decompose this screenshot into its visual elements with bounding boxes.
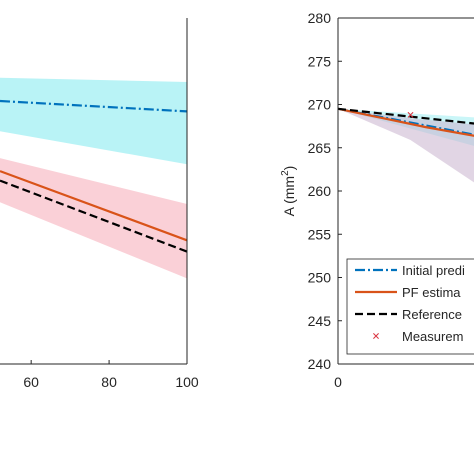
right-y-tick-label: 265 — [308, 140, 332, 156]
right-y-tick-label: 240 — [308, 356, 332, 372]
right-x-tick-label: 0 — [334, 374, 342, 390]
right-y-axis-label-end: ) — [281, 166, 297, 171]
right-y-tick-label: 255 — [308, 226, 332, 242]
right-pf-line — [338, 107, 474, 137]
right-y-tick-label: 280 — [308, 10, 332, 26]
left-reference-line — [0, 179, 187, 253]
legend-reference-label: Reference — [402, 307, 462, 322]
right-y-ticks: 240 245 250 255 260 265 270 275 280 — [308, 10, 342, 372]
left-initial-band — [0, 77, 187, 165]
right-y-axis-label: A (mm2) — [280, 166, 297, 217]
left-plot-area — [0, 77, 187, 279]
right-plot-area — [338, 107, 474, 183]
left-x-tick-label: 60 — [23, 374, 39, 390]
right-y-tick-label: 260 — [308, 183, 332, 199]
right-y-axis-label-main: A (mm — [281, 176, 297, 216]
right-y-tick-label: 275 — [308, 53, 332, 69]
legend-measurement-label: Measurem — [402, 329, 463, 344]
left-chart: 60 80 100 — [0, 18, 199, 390]
left-x-tick-label: 80 — [101, 374, 117, 390]
legend-pf-label: PF estima — [402, 285, 461, 300]
right-y-tick-label: 250 — [308, 270, 332, 286]
legend-measurement-swatch — [373, 333, 379, 339]
left-x-tick-label: 100 — [175, 374, 199, 390]
right-legend: Initial predi PF estima Reference Measurem — [346, 258, 474, 355]
right-reference-line — [338, 107, 474, 125]
left-x-ticks: 60 80 100 — [23, 360, 199, 390]
left-pf-line — [0, 170, 187, 242]
legend-box — [346, 258, 474, 355]
right-y-axis-label-sup: 2 — [280, 170, 291, 176]
right-measurement-point — [407, 111, 414, 118]
right-x-ticks: 020 — [334, 360, 342, 390]
legend-initial-label: Initial predi — [402, 263, 465, 278]
right-y-tick-label: 245 — [308, 313, 332, 329]
left-initial-line — [0, 99, 187, 113]
right-y-tick-label: 270 — [308, 97, 332, 113]
